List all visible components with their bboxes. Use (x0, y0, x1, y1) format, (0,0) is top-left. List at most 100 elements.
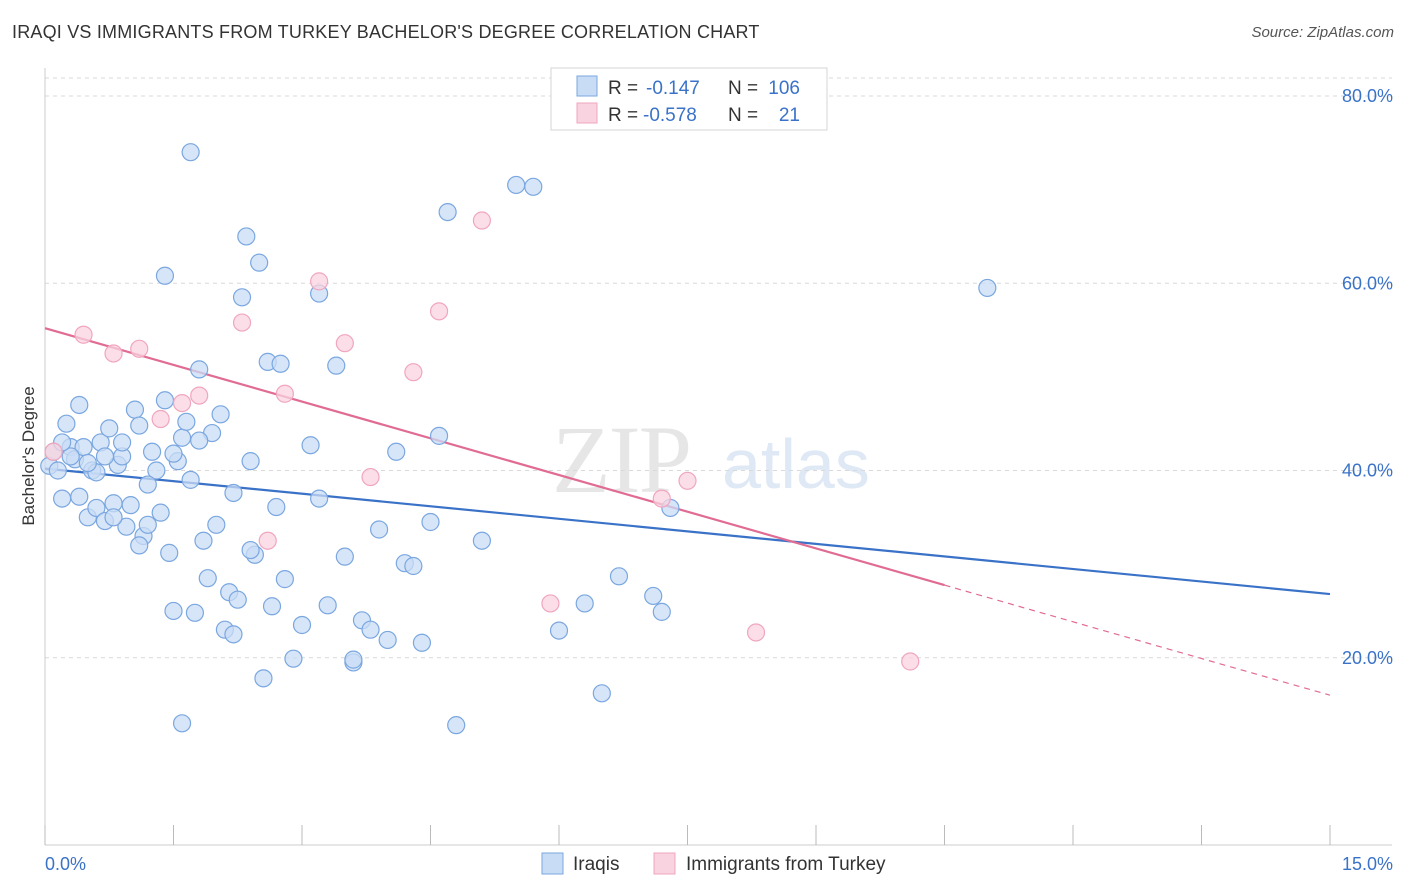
point-iraqis (644, 586, 663, 606)
bottom-legend: Iraqis Immigrants from Turkey (541, 852, 886, 875)
point-iraqis (592, 684, 611, 703)
point-iraqis (207, 515, 226, 534)
point-turkey (310, 272, 329, 291)
data-points (40, 143, 997, 735)
point-iraqis (190, 360, 209, 379)
point-iraqis (87, 498, 106, 518)
point-iraqis (472, 531, 491, 550)
legend-swatch-iraqis (541, 852, 564, 875)
point-iraqis (250, 253, 269, 272)
point-iraqis (95, 447, 115, 466)
point-iraqis (61, 447, 80, 466)
point-iraqis (138, 475, 157, 494)
point-iraqis (438, 202, 457, 222)
legend-label-turkey: Immigrants from Turkey (686, 854, 886, 875)
stats-legend: R = -0.147 N = 106 R = -0.578 N = 21 (550, 67, 828, 131)
point-iraqis (147, 461, 166, 480)
point-turkey (275, 384, 294, 403)
point-iraqis (267, 497, 286, 517)
point-iraqis (190, 431, 209, 450)
point-iraqis (232, 288, 252, 307)
stats-legend-swatch-turkey (576, 102, 598, 124)
point-iraqis (275, 570, 294, 589)
y-axis-title: Bachelor's Degree (19, 386, 38, 525)
point-iraqis (164, 444, 183, 463)
point-iraqis (507, 175, 526, 195)
point-iraqis (404, 556, 423, 576)
point-turkey (746, 623, 766, 642)
stats-legend-swatch-iraqis (576, 75, 598, 97)
point-iraqis (310, 489, 329, 508)
x-tick-label-min: 0.0% (45, 854, 86, 874)
point-iraqis (575, 594, 594, 613)
point-iraqis (130, 536, 149, 555)
point-iraqis (48, 461, 67, 480)
y-tick-label: 60.0% (1342, 273, 1393, 293)
y-tick-label: 40.0% (1342, 461, 1393, 481)
point-iraqis (335, 547, 354, 566)
stats-r-label-turkey: R = (608, 105, 638, 126)
point-iraqis (224, 625, 243, 644)
point-turkey (429, 302, 449, 321)
point-iraqis (211, 405, 230, 424)
point-iraqis (284, 649, 303, 668)
point-turkey (404, 363, 423, 382)
point-iraqis (387, 442, 406, 461)
stats-n-value-iraqis: 106 (768, 78, 800, 99)
point-turkey (335, 334, 354, 353)
point-iraqis (344, 650, 363, 669)
stats-n-value-turkey: 21 (779, 105, 800, 126)
point-iraqis (125, 400, 145, 419)
stats-r-value-turkey: -0.578 (643, 105, 697, 126)
point-turkey (901, 652, 920, 671)
watermark-atlas: atlas (722, 425, 870, 503)
point-iraqis (112, 433, 132, 452)
point-iraqis (138, 515, 157, 534)
point-iraqis (241, 540, 260, 560)
legend-swatch-turkey (653, 852, 676, 875)
chart-title: IRAQI VS IMMIGRANTS FROM TURKEY BACHELOR… (12, 22, 760, 42)
point-iraqis (228, 590, 247, 609)
point-iraqis (254, 669, 273, 688)
point-turkey (232, 313, 252, 332)
point-iraqis (361, 620, 380, 639)
point-iraqis (130, 416, 149, 435)
point-iraqis (237, 227, 256, 246)
trend-line-turkey-extension (944, 584, 1331, 696)
point-turkey (74, 325, 93, 344)
point-iraqis (121, 496, 140, 515)
tick-labels: 20.0% 40.0% 60.0% 80.0% 0.0% 15.0% (45, 86, 1393, 874)
point-iraqis (421, 512, 440, 532)
point-iraqis (549, 621, 569, 640)
y-tick-label: 20.0% (1342, 648, 1393, 668)
point-iraqis (198, 569, 217, 588)
point-turkey (472, 211, 491, 230)
point-iraqis (57, 414, 76, 433)
point-iraqis (117, 517, 136, 536)
point-iraqis (160, 543, 179, 562)
source-label: Source: ZipAtlas.com (1251, 24, 1394, 41)
point-turkey (541, 594, 560, 613)
point-iraqis (224, 483, 243, 503)
point-iraqis (370, 520, 389, 539)
stats-n-label-turkey: N = (728, 105, 758, 126)
y-tick-label: 80.0% (1342, 86, 1393, 106)
point-turkey (190, 386, 209, 405)
point-iraqis (70, 487, 89, 506)
point-iraqis (447, 716, 466, 735)
axes (44, 68, 1392, 846)
point-iraqis (151, 503, 170, 522)
point-iraqis (142, 442, 162, 461)
point-iraqis (292, 615, 312, 635)
point-iraqis (194, 531, 213, 550)
point-turkey (678, 471, 697, 490)
point-iraqis (177, 412, 196, 431)
point-iraqis (318, 596, 337, 615)
point-iraqis (172, 428, 192, 447)
point-iraqis (164, 601, 183, 621)
point-iraqis (78, 453, 97, 473)
point-iraqis (185, 603, 205, 622)
trend-line-iraqis (44, 467, 1331, 596)
point-iraqis (524, 177, 543, 196)
